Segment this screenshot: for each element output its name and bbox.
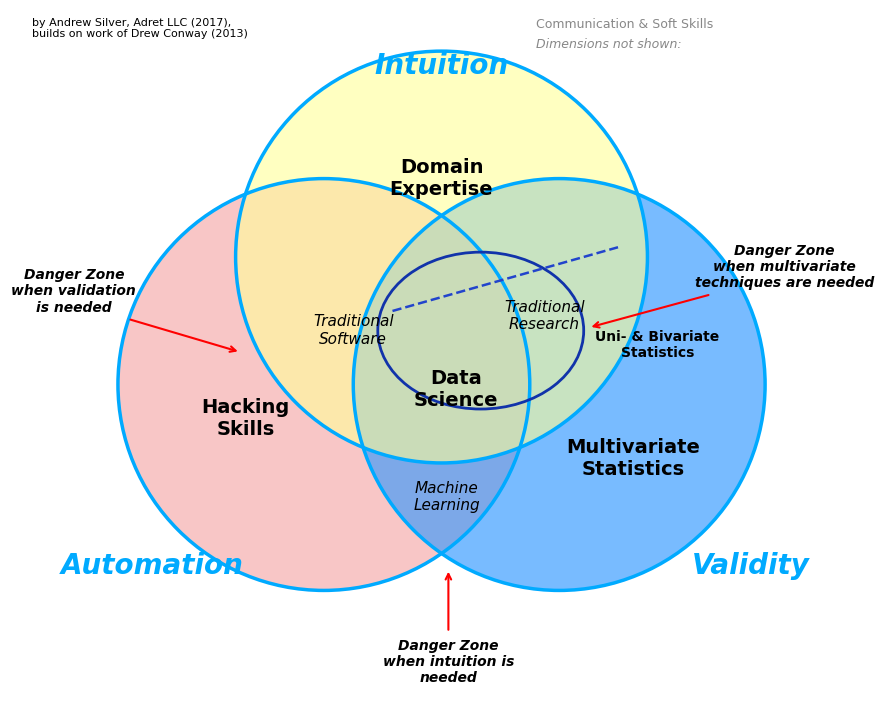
Text: Dimensions not shown:: Dimensions not shown:: [536, 37, 681, 51]
Text: Danger Zone
when intuition is
needed: Danger Zone when intuition is needed: [383, 639, 514, 685]
Text: Validity: Validity: [691, 552, 809, 580]
Text: Intuition: Intuition: [375, 52, 509, 80]
Ellipse shape: [236, 51, 647, 463]
Ellipse shape: [353, 179, 765, 590]
Text: Danger Zone
when validation
is needed: Danger Zone when validation is needed: [12, 268, 136, 315]
Text: Communication & Soft Skills: Communication & Soft Skills: [536, 18, 713, 31]
Text: Automation: Automation: [61, 552, 244, 580]
Text: Danger Zone
when multivariate
techniques are needed: Danger Zone when multivariate techniques…: [696, 243, 874, 290]
Text: Hacking
Skills: Hacking Skills: [201, 398, 290, 439]
Text: Traditional
Research: Traditional Research: [504, 300, 585, 332]
Text: Machine
Learning: Machine Learning: [413, 481, 480, 513]
Text: Domain
Expertise: Domain Expertise: [390, 158, 493, 199]
Text: by Andrew Silver, Adret LLC (2017),
builds on work of Drew Conway (2013): by Andrew Silver, Adret LLC (2017), buil…: [31, 18, 248, 40]
Text: Multivariate
Statistics: Multivariate Statistics: [566, 438, 700, 479]
Text: Traditional
Software: Traditional Software: [313, 315, 393, 347]
Text: Data
Science: Data Science: [414, 369, 499, 410]
Ellipse shape: [118, 179, 530, 590]
Ellipse shape: [353, 179, 765, 590]
Text: Uni- & Bivariate
Statistics: Uni- & Bivariate Statistics: [595, 330, 720, 361]
